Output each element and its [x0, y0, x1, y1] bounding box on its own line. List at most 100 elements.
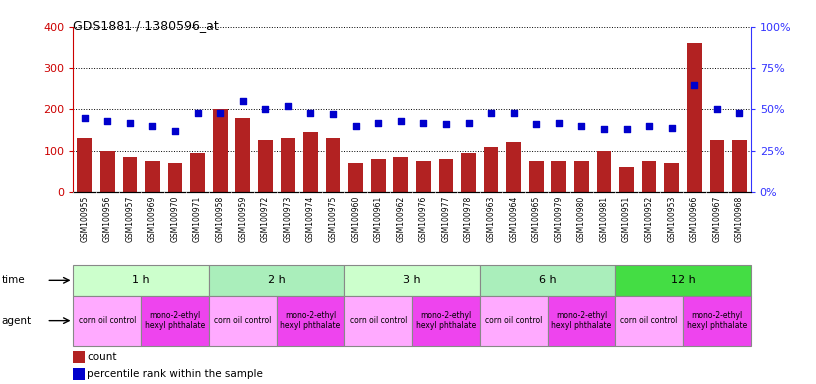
Text: GSM100960: GSM100960: [351, 196, 360, 242]
Bar: [416, 161, 431, 192]
Bar: [73, 296, 141, 346]
Point: [282, 103, 295, 109]
Text: GSM100955: GSM100955: [80, 196, 89, 242]
Text: corn oil control: corn oil control: [78, 316, 136, 325]
Point: [642, 123, 655, 129]
Text: GSM100962: GSM100962: [397, 196, 406, 242]
Bar: [619, 167, 634, 192]
Point: [372, 119, 385, 126]
Text: GSM100974: GSM100974: [306, 196, 315, 242]
Point: [101, 118, 114, 124]
Bar: [209, 296, 277, 346]
Bar: [710, 141, 724, 192]
Text: count: count: [87, 352, 117, 362]
Point: [508, 110, 521, 116]
Text: mono-2-ethyl
hexyl phthalate: mono-2-ethyl hexyl phthalate: [687, 311, 747, 330]
Text: 3 h: 3 h: [403, 275, 421, 285]
Bar: [236, 118, 250, 192]
Text: 12 h: 12 h: [671, 275, 695, 285]
Bar: [480, 265, 615, 296]
Text: GSM100975: GSM100975: [329, 196, 338, 242]
Point: [574, 123, 588, 129]
Bar: [141, 296, 209, 346]
Bar: [145, 161, 160, 192]
Point: [710, 106, 723, 113]
Bar: [73, 351, 86, 363]
Text: GSM100976: GSM100976: [419, 196, 428, 242]
Text: GSM100972: GSM100972: [261, 196, 270, 242]
Text: 1 h: 1 h: [132, 275, 150, 285]
Text: 6 h: 6 h: [539, 275, 557, 285]
Text: GSM100971: GSM100971: [193, 196, 202, 242]
Bar: [209, 265, 344, 296]
Bar: [412, 296, 480, 346]
Bar: [683, 296, 751, 346]
Text: mono-2-ethyl
hexyl phthalate: mono-2-ethyl hexyl phthalate: [281, 311, 340, 330]
Bar: [687, 43, 702, 192]
Bar: [258, 141, 273, 192]
Bar: [277, 296, 344, 346]
Text: GSM100958: GSM100958: [215, 196, 224, 242]
Bar: [344, 296, 412, 346]
Bar: [664, 163, 679, 192]
Text: mono-2-ethyl
hexyl phthalate: mono-2-ethyl hexyl phthalate: [552, 311, 611, 330]
Point: [259, 106, 272, 113]
Text: GSM100963: GSM100963: [486, 196, 495, 242]
Text: GSM100979: GSM100979: [554, 196, 563, 242]
Text: GSM100965: GSM100965: [532, 196, 541, 242]
Text: GSM100961: GSM100961: [374, 196, 383, 242]
Point: [485, 110, 498, 116]
Bar: [73, 265, 209, 296]
Point: [620, 126, 633, 132]
Bar: [78, 138, 92, 192]
Point: [191, 110, 204, 116]
Bar: [615, 265, 751, 296]
Text: GSM100969: GSM100969: [148, 196, 157, 242]
Text: GSM100978: GSM100978: [464, 196, 473, 242]
Point: [688, 82, 701, 88]
Point: [123, 119, 136, 126]
Text: mono-2-ethyl
hexyl phthalate: mono-2-ethyl hexyl phthalate: [145, 311, 205, 330]
Text: GSM100952: GSM100952: [645, 196, 654, 242]
Text: percentile rank within the sample: percentile rank within the sample: [87, 369, 263, 379]
Text: 2 h: 2 h: [268, 275, 286, 285]
Text: GSM100957: GSM100957: [126, 196, 135, 242]
Bar: [100, 151, 114, 192]
Text: GSM100951: GSM100951: [622, 196, 631, 242]
Point: [168, 128, 181, 134]
Text: GSM100967: GSM100967: [712, 196, 721, 242]
Point: [237, 98, 250, 104]
Point: [597, 126, 610, 132]
Bar: [326, 138, 340, 192]
Point: [349, 123, 362, 129]
Bar: [484, 147, 499, 192]
Text: GSM100980: GSM100980: [577, 196, 586, 242]
Bar: [461, 153, 476, 192]
Point: [304, 110, 317, 116]
Point: [530, 121, 543, 127]
Point: [417, 119, 430, 126]
Bar: [548, 296, 615, 346]
Bar: [552, 161, 566, 192]
Text: GSM100964: GSM100964: [509, 196, 518, 242]
Point: [462, 119, 475, 126]
Point: [394, 118, 407, 124]
Bar: [371, 159, 385, 192]
Text: GSM100973: GSM100973: [283, 196, 292, 242]
Text: corn oil control: corn oil control: [349, 316, 407, 325]
Text: GSM100953: GSM100953: [667, 196, 676, 242]
Bar: [596, 151, 611, 192]
Bar: [574, 161, 588, 192]
Text: mono-2-ethyl
hexyl phthalate: mono-2-ethyl hexyl phthalate: [416, 311, 476, 330]
Text: GSM100966: GSM100966: [690, 196, 698, 242]
Point: [733, 110, 746, 116]
Bar: [480, 296, 548, 346]
Text: GSM100981: GSM100981: [600, 196, 609, 242]
Text: corn oil control: corn oil control: [214, 316, 272, 325]
Bar: [732, 141, 747, 192]
Bar: [642, 161, 656, 192]
Bar: [304, 132, 317, 192]
Point: [214, 110, 227, 116]
Point: [326, 111, 339, 118]
Bar: [439, 159, 453, 192]
